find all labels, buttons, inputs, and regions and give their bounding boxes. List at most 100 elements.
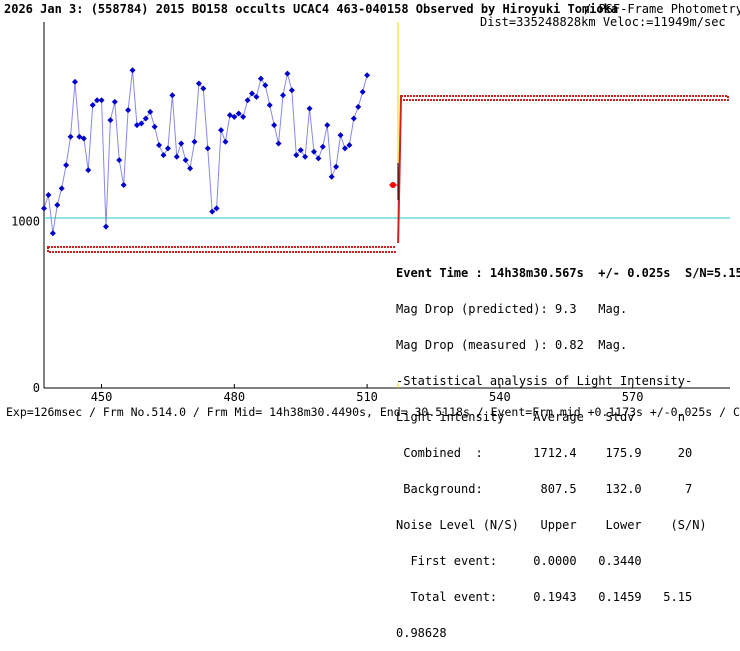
data-point (147, 108, 154, 115)
data-point (288, 87, 295, 94)
chart-title-suffix: / PSF-Frame Photometry / (584, 2, 740, 16)
x-tick-label: 450 (91, 390, 113, 404)
data-point (45, 192, 52, 199)
data-point (178, 140, 185, 147)
data-point (240, 113, 247, 120)
data-point (85, 167, 92, 174)
data-point (222, 138, 229, 145)
data-point (204, 145, 211, 152)
x-tick-label: 480 (223, 390, 245, 404)
data-point (218, 127, 225, 134)
data-point (142, 115, 149, 122)
data-point (89, 102, 96, 109)
data-point (266, 102, 273, 109)
stat-background: Background: 807.5 132.0 7 (396, 482, 693, 496)
combined-level-band (400, 95, 729, 101)
data-point (350, 115, 357, 122)
x-tick-label: 570 (622, 390, 644, 404)
data-point (71, 78, 78, 85)
data-point (271, 122, 278, 129)
data-point (235, 110, 242, 117)
data-point (41, 205, 47, 212)
data-point (253, 93, 260, 100)
light-curve-chart: 450 480 510 540 570 0 1000 2026 Jan 3: (558784… (4, 2, 740, 419)
data-point (200, 85, 207, 92)
data-point (226, 112, 233, 119)
data-point (346, 142, 353, 149)
x-tick-label: 510 (356, 390, 378, 404)
noise-header: Noise Level (N/S) Upper Lower (S/N) (396, 518, 707, 532)
data-point (355, 103, 362, 110)
data-point (54, 202, 61, 208)
data-point (328, 173, 335, 180)
data-point (138, 120, 145, 127)
data-point (94, 97, 101, 104)
data-point (359, 88, 366, 95)
ticks-layer: 450 480 510 540 570 0 1000 (11, 215, 643, 404)
y-tick-label: 0 (33, 381, 40, 395)
data-point (310, 148, 317, 155)
data-point (111, 98, 118, 105)
data-point (133, 122, 140, 129)
chart-subtitle: Dist=335248828km Veloc:=11949m/sec (480, 15, 726, 29)
y-tick-label: 1000 (11, 215, 40, 229)
data-point (275, 140, 282, 147)
data-point (364, 72, 371, 79)
corner-value: 0.98628 (396, 626, 447, 640)
data-point (169, 92, 176, 99)
data-point (63, 162, 70, 169)
data-point (257, 75, 264, 82)
stat-combined: Combined : 1712.4 175.9 20 (396, 446, 693, 460)
transition-line (397, 97, 402, 250)
data-point (324, 122, 331, 129)
background-level-band (47, 246, 399, 253)
data-point (49, 230, 56, 237)
data-point (98, 97, 105, 104)
data-point (249, 90, 256, 97)
data-point (297, 147, 304, 154)
data-point (191, 138, 198, 145)
data-point (293, 152, 300, 159)
chart-title: 2026 Jan 3: (558784) 2015 BO158 occults … (4, 2, 618, 16)
data-point (107, 117, 114, 124)
mag-drop-predicted: Mag Drop (predicted): 9.3 Mag. (396, 302, 628, 316)
data-point (58, 185, 65, 192)
data-point (306, 105, 313, 112)
data-point (160, 152, 167, 159)
data-point (319, 143, 326, 150)
data-point (164, 145, 171, 152)
data-point (120, 182, 127, 189)
data-point (151, 123, 158, 130)
data-point (341, 145, 348, 152)
data-point (116, 157, 123, 164)
data-point (80, 135, 87, 142)
data-point (195, 80, 202, 87)
data-point (129, 67, 136, 74)
data-point (76, 133, 83, 140)
data-point (333, 163, 340, 170)
data-point (315, 155, 322, 162)
stat-columns: Light intensity Average Stdv n (396, 410, 685, 424)
data-point (125, 107, 132, 114)
data-point (209, 208, 216, 215)
mag-drop-measured: Mag Drop (measured ): 0.82 Mag. (396, 338, 628, 352)
stats-panel: Event Time : 14h38m30.567s +/- 0.025s S/… (396, 243, 740, 639)
data-point (67, 133, 74, 140)
x-tick-label: 540 (489, 390, 511, 404)
data-point (173, 153, 180, 160)
data-point (231, 113, 238, 120)
stat-header: -Statistical analysis of Light Intensity… (396, 374, 693, 388)
data-point (213, 205, 220, 212)
event-time-line: Event Time : 14h38m30.567s +/- 0.025s S/… (396, 266, 740, 280)
series-layer (41, 67, 371, 237)
data-point (284, 70, 291, 77)
series-line (43, 70, 368, 234)
data-point (279, 92, 286, 99)
data-point (102, 223, 109, 230)
data-point (262, 82, 269, 89)
data-point (187, 165, 194, 172)
data-point (244, 97, 251, 104)
data-point (156, 142, 163, 149)
data-point (337, 132, 344, 139)
data-point (182, 157, 189, 164)
